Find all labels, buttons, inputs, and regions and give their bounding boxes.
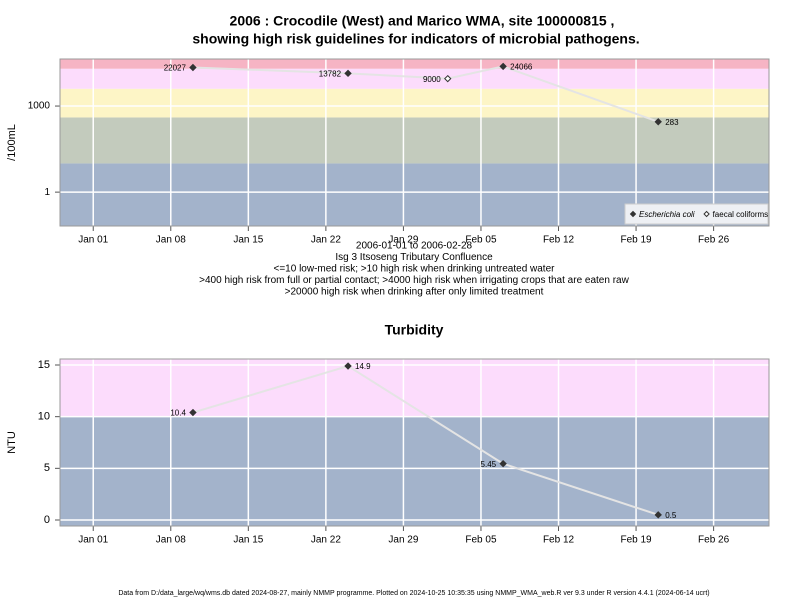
note: >400 high risk from full or partial cont…: [199, 275, 629, 286]
connector-line: [192, 364, 659, 516]
data-label: 10.4: [170, 409, 186, 418]
data-label: 24066: [510, 63, 533, 72]
x-tick-label: Jan 22: [311, 235, 341, 246]
data-label: 22027: [164, 64, 187, 73]
y-tick-label: 15: [38, 359, 50, 371]
x-tick-label: Jan 29: [388, 235, 418, 246]
x-tick-label: Jan 08: [156, 535, 186, 546]
panel-title: Turbidity: [385, 322, 444, 338]
data-point: [499, 459, 507, 468]
legend: Escherichia coli faecal coliforms: [624, 203, 769, 225]
risk-band: [60, 59, 769, 69]
data-label: 14.9: [355, 362, 371, 371]
plot-frame: [59, 58, 770, 227]
y-axis-label: /100mL: [6, 124, 18, 161]
x-tick-label: Jan 15: [233, 535, 263, 546]
data-point: [444, 74, 452, 83]
x-tick-label: Feb 26: [698, 535, 730, 546]
note: >20000 high risk when drinking after onl…: [285, 287, 544, 298]
data-point: [344, 362, 352, 370]
data-point: [189, 408, 197, 417]
x-tick-label: Feb 05: [465, 235, 497, 246]
x-tick-label: Feb 12: [543, 535, 575, 546]
x-tick-label: Jan 08: [156, 235, 186, 246]
chart-subtitle: showing high risk guidelines for indicat…: [192, 31, 639, 47]
x-tick-label: Feb 19: [620, 535, 652, 546]
y-axis-label: NTU: [6, 431, 18, 454]
data-label: 9000: [423, 75, 441, 84]
data-point: [654, 118, 662, 126]
plot-frame: [59, 358, 770, 527]
x-tick-label: Jan 22: [311, 535, 341, 546]
risk-band: [60, 88, 769, 118]
x-tick-label: Feb 19: [620, 235, 652, 246]
chart-title: 2006 : Crocodile (West) and Marico WMA, …: [230, 13, 615, 29]
footer: Data from D:/data_large/wq/wms.db dated …: [118, 590, 709, 597]
note: Isg 3 Itsoseng Tributary Confluence: [335, 252, 493, 263]
legend-marker: [629, 210, 637, 218]
y-tick-label: 10: [38, 411, 50, 423]
x-tick-label: Jan 15: [233, 235, 263, 246]
data-label: 5.45: [481, 460, 497, 469]
note: 2006-01-01 to 2006-02-28: [356, 241, 473, 252]
x-tick-label: Feb 05: [465, 535, 497, 546]
x-tick-label: Feb 12: [543, 235, 575, 246]
risk-band: [60, 416, 769, 526]
data-label: 13782: [319, 69, 342, 78]
data-label: 283: [665, 118, 679, 127]
y-tick-label: 1: [44, 187, 50, 198]
note: <=10 low-med risk; >10 high risk when dr…: [274, 264, 556, 275]
data-label: 0.5: [665, 511, 677, 520]
data-point: [344, 69, 352, 78]
legend-label: Escherichia coli: [639, 210, 695, 219]
x-tick-label: Jan 01: [78, 235, 108, 246]
data-point: [189, 63, 197, 72]
y-tick-label: 0: [44, 514, 50, 526]
x-tick-label: Jan 29: [388, 535, 418, 546]
data-point: [499, 62, 507, 71]
risk-band: [60, 68, 769, 89]
data-point: [654, 511, 662, 519]
risk-band: [60, 117, 769, 164]
y-tick-label: 1000: [28, 101, 51, 112]
x-tick-label: Jan 01: [78, 535, 108, 546]
legend-marker: [703, 210, 710, 218]
legend-box: [624, 203, 769, 225]
legend-label: faecal coliforms: [713, 210, 769, 219]
y-tick-label: 5: [44, 462, 50, 474]
x-tick-label: Feb 26: [698, 235, 730, 246]
